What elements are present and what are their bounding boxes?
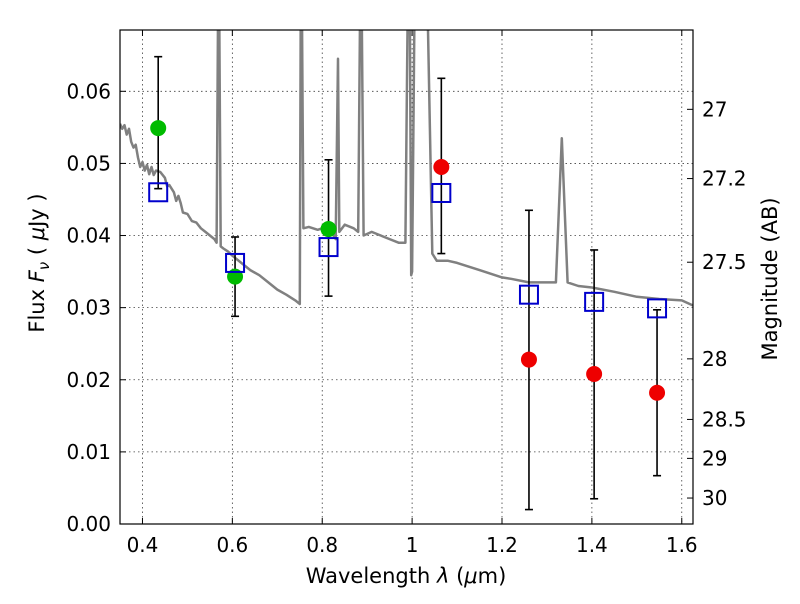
y-tick-label: 0.03 xyxy=(66,296,111,320)
y2-tick-label: 27.5 xyxy=(702,250,747,274)
y-tick-label: 0.01 xyxy=(66,440,111,464)
data-point-circle xyxy=(649,384,666,401)
x-tick-label: 0.4 xyxy=(127,533,159,557)
y-tick-label: 0.06 xyxy=(66,79,111,103)
data-point-circle xyxy=(520,351,537,368)
y-tick-label: 0.02 xyxy=(66,368,111,392)
y2-tick-label: 30 xyxy=(702,486,727,510)
axes: 0.4 0.6 0.8 1 1.2 1.4 1.6 0.00 0.01 0.02 0.03 0.04 0… xyxy=(66,29,747,557)
y2-tick-label: 27.2 xyxy=(702,167,747,191)
model-spectrum-line xyxy=(120,30,693,307)
y2-tick-label: 29 xyxy=(702,446,727,470)
x-tick-label: 0.6 xyxy=(216,533,248,557)
y-tick-label: 0.04 xyxy=(66,224,111,248)
plot-frame xyxy=(119,29,694,525)
y2-tick-label: 28.5 xyxy=(702,407,747,431)
x-tick-label: 1.2 xyxy=(486,533,518,557)
plot-area xyxy=(120,30,693,511)
x-tick-label: 1.4 xyxy=(576,533,608,557)
model-point-square xyxy=(518,284,539,305)
y-tick-label: 0.00 xyxy=(66,512,111,536)
model-point-square xyxy=(318,237,339,258)
y-tick-label: 0.05 xyxy=(66,151,111,175)
model-point-square xyxy=(647,298,668,319)
x-tick-label: 1.6 xyxy=(666,533,698,557)
y2-tick-label: 27 xyxy=(702,97,727,121)
model-point-square xyxy=(225,252,246,273)
x-axis-label: Wavelength λ (μm) xyxy=(306,564,507,588)
data-point-circle xyxy=(320,221,337,238)
y-axis-label: Flux Fν ( μJy ) xyxy=(25,193,53,332)
x-tick-label: 1 xyxy=(406,533,419,557)
model-point-square xyxy=(431,182,452,203)
model-point-square xyxy=(584,291,605,312)
data-point-circle xyxy=(150,120,167,137)
model-point-square xyxy=(148,182,169,203)
data-point-circle xyxy=(433,159,450,176)
data-point-circle xyxy=(586,365,603,382)
x-tick-label: 0.8 xyxy=(306,533,338,557)
y2-tick-label: 28 xyxy=(702,347,727,371)
y2-axis-label: Magnitude (AB) xyxy=(758,197,782,360)
